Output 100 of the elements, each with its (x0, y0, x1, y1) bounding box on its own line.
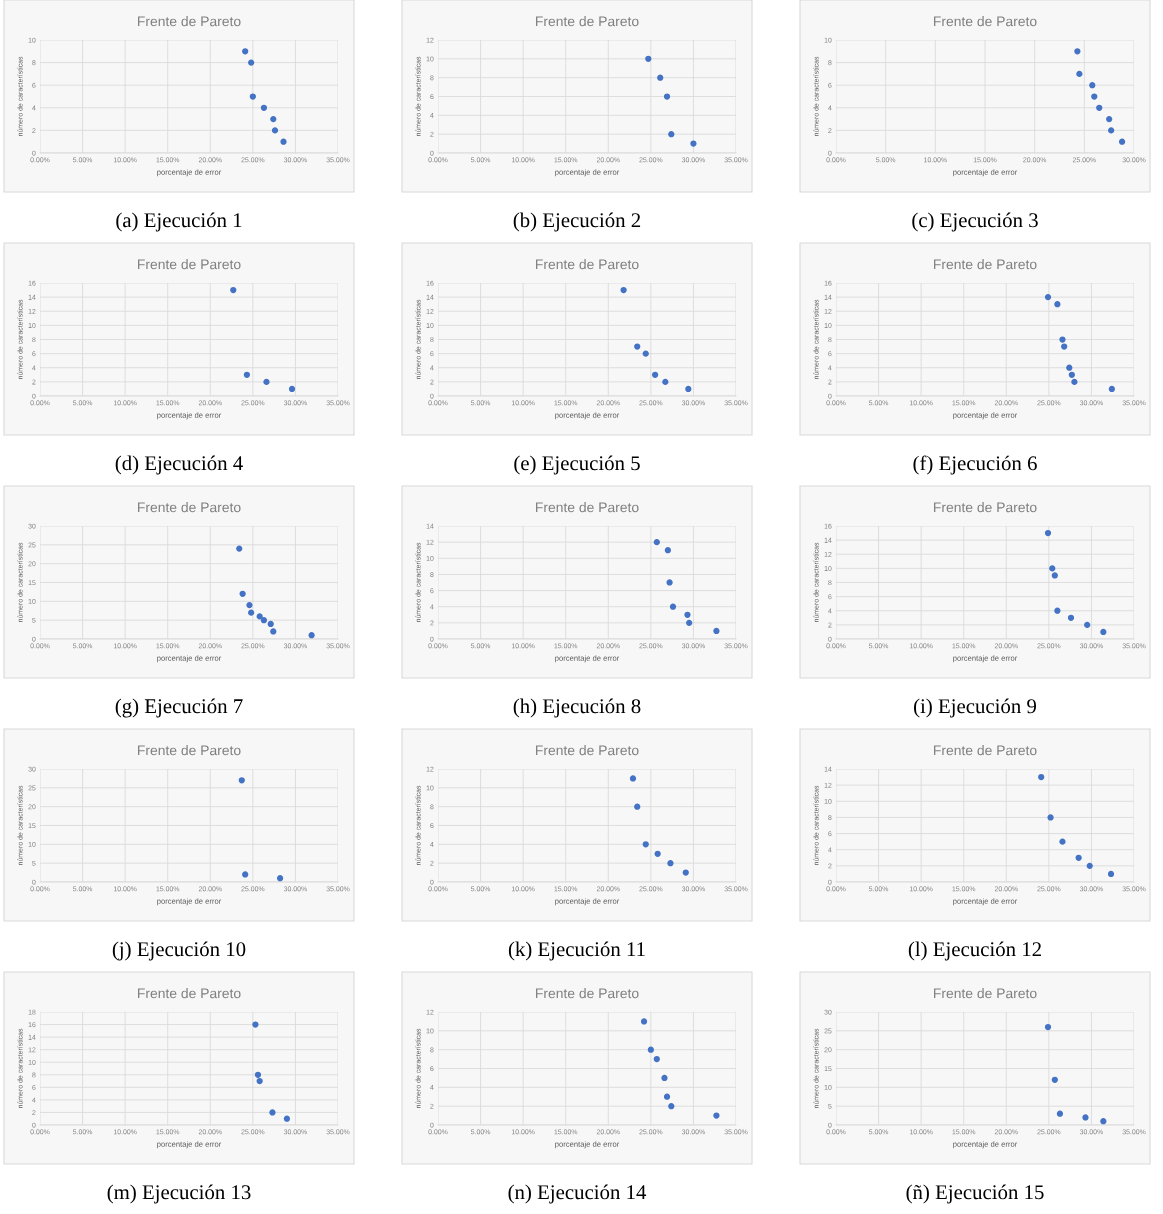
point (647, 1046, 654, 1053)
point (1044, 529, 1052, 537)
point (280, 138, 287, 145)
point (1071, 378, 1078, 385)
point (243, 371, 251, 378)
chart-title: Frente de Pareto (138, 988, 241, 999)
point (267, 620, 274, 628)
point (1074, 48, 1081, 55)
point (662, 378, 669, 385)
chart-title: Frente de Pareto (536, 16, 639, 27)
point (1051, 572, 1058, 579)
point (1100, 628, 1107, 636)
text: (d) Ejecución 4 (115, 455, 243, 475)
point (249, 93, 256, 100)
point (283, 1115, 291, 1122)
point (651, 371, 659, 378)
point (653, 1055, 660, 1063)
point (1049, 565, 1056, 572)
text: (h) Ejecución 8 (513, 698, 641, 718)
point (256, 1077, 263, 1085)
point (269, 1109, 276, 1116)
point (1066, 364, 1073, 371)
point (1076, 70, 1083, 78)
chart-title: Frente de Pareto (934, 502, 1037, 513)
point (1067, 614, 1075, 621)
point (668, 131, 675, 138)
point (1100, 1118, 1107, 1125)
point (242, 48, 249, 55)
point (1044, 294, 1052, 301)
point (1047, 814, 1054, 821)
point (666, 579, 673, 586)
chart-title: Frente de Pareto (934, 259, 1037, 270)
point (634, 803, 641, 810)
point (657, 74, 664, 81)
point (663, 1093, 671, 1100)
point (230, 286, 237, 294)
point (1059, 838, 1066, 845)
point (684, 611, 691, 618)
point (682, 869, 689, 876)
point (668, 1103, 675, 1110)
chart-title: Frente de Pareto (138, 745, 241, 756)
point (634, 343, 641, 350)
point (1044, 1023, 1052, 1031)
point (248, 59, 255, 66)
point (664, 547, 672, 554)
point (640, 1018, 648, 1025)
point (690, 140, 697, 147)
chart-title: Frente de Pareto (934, 745, 1037, 756)
point (252, 1021, 259, 1028)
point (653, 539, 660, 546)
point (1054, 607, 1061, 614)
point (260, 104, 268, 111)
point (263, 378, 270, 385)
point (1108, 385, 1115, 393)
chart-title: Frente de Pareto (138, 259, 241, 270)
point (308, 632, 315, 639)
point (1108, 127, 1115, 134)
point (246, 601, 253, 609)
point (256, 613, 263, 620)
chart-title: Frente de Pareto (934, 16, 1037, 27)
point (1091, 93, 1098, 100)
point (1118, 138, 1126, 145)
text: (f) Ejecución 6 (913, 455, 1037, 475)
text: (i) Ejecución 9 (914, 698, 1037, 718)
point (685, 385, 692, 393)
point (1084, 621, 1091, 628)
chart-title: Frente de Pareto (138, 502, 241, 513)
point (288, 385, 296, 393)
text: (a) Ejecución 1 (116, 212, 242, 232)
point (686, 619, 693, 626)
point (270, 628, 277, 635)
point (661, 1074, 668, 1082)
point (242, 871, 249, 878)
point (669, 603, 677, 610)
text: (b) Ejecución 2 (513, 212, 641, 232)
point (654, 850, 661, 857)
point (1054, 301, 1061, 308)
chart-title: Frente de Pareto (934, 988, 1037, 999)
text: (m) Ejecución 13 (107, 1184, 251, 1204)
point (1059, 336, 1066, 343)
point (1107, 870, 1115, 878)
text: (g) Ejecución 7 (115, 698, 243, 718)
point (254, 1071, 262, 1078)
point (276, 875, 284, 882)
text: (c) Ejecución 3 (912, 212, 1038, 232)
text: (n) Ejecución 14 (508, 1184, 647, 1204)
point (236, 545, 243, 552)
point (1061, 343, 1068, 350)
point (238, 777, 245, 784)
point (1106, 115, 1113, 123)
point (1038, 773, 1045, 781)
point (667, 860, 674, 867)
chart-title: Frente de Pareto (536, 259, 639, 270)
point (645, 55, 652, 62)
point (663, 93, 671, 100)
point (239, 590, 246, 597)
point (248, 609, 255, 616)
text: (e) Ejecución 5 (514, 455, 640, 475)
chart-title: Frente de Pareto (138, 16, 241, 27)
chart-title: Frente de Pareto (536, 988, 639, 999)
